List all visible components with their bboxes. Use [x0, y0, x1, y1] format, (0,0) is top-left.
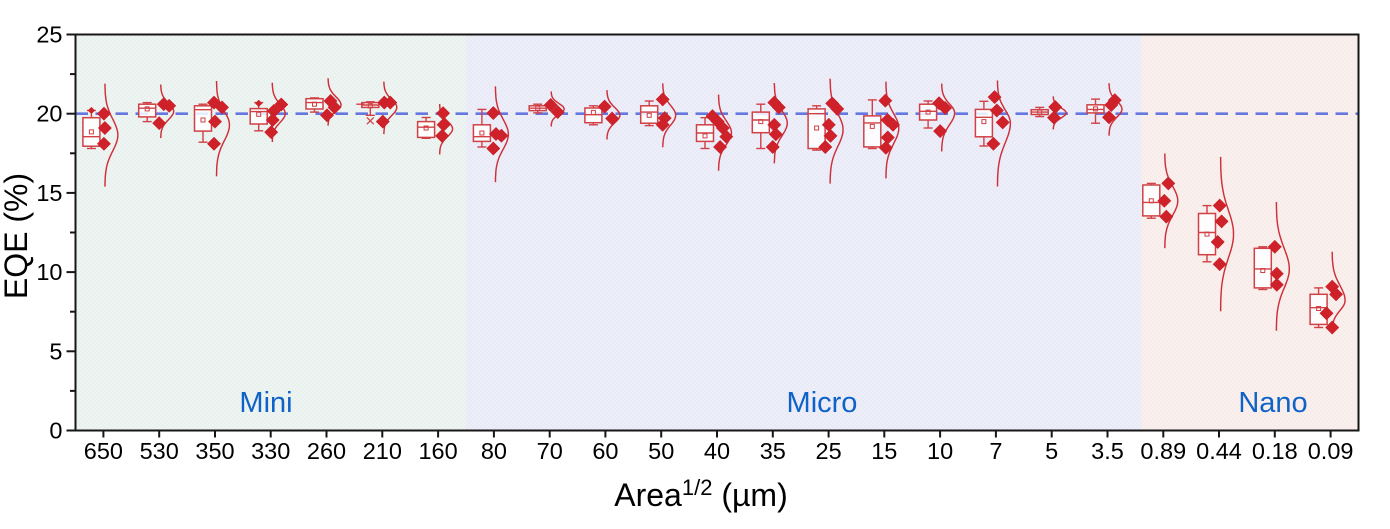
svg-text:80: 80 [481, 438, 507, 464]
svg-text:650: 650 [84, 438, 123, 464]
svg-text:10: 10 [36, 259, 62, 285]
svg-text:Micro: Micro [787, 387, 858, 419]
svg-text:60: 60 [592, 438, 618, 464]
svg-text:70: 70 [537, 438, 563, 464]
svg-text:330: 330 [251, 438, 290, 464]
svg-text:Area1/2 (µm): Area1/2 (µm) [614, 475, 787, 513]
svg-text:0.09: 0.09 [1308, 438, 1354, 464]
svg-text:10: 10 [927, 438, 953, 464]
svg-text:0: 0 [49, 418, 62, 444]
svg-text:5: 5 [49, 338, 62, 364]
svg-text:40: 40 [704, 438, 730, 464]
svg-text:260: 260 [307, 438, 346, 464]
svg-text:530: 530 [140, 438, 179, 464]
svg-text:25: 25 [36, 22, 62, 48]
svg-text:EQE (%): EQE (%) [0, 173, 34, 299]
svg-text:Mini: Mini [239, 387, 292, 419]
svg-text:7: 7 [989, 438, 1002, 464]
svg-text:3.5: 3.5 [1091, 438, 1124, 464]
svg-text:5: 5 [1045, 438, 1058, 464]
svg-text:0.89: 0.89 [1140, 438, 1186, 464]
svg-text:210: 210 [363, 438, 402, 464]
svg-text:25: 25 [816, 438, 842, 464]
svg-text:15: 15 [871, 438, 897, 464]
svg-text:50: 50 [648, 438, 674, 464]
svg-text:15: 15 [36, 180, 62, 206]
svg-text:35: 35 [760, 438, 786, 464]
svg-text:20: 20 [36, 101, 62, 127]
svg-text:350: 350 [195, 438, 234, 464]
svg-text:0.44: 0.44 [1196, 438, 1242, 464]
svg-text:Nano: Nano [1238, 387, 1307, 419]
svg-text:0.18: 0.18 [1252, 438, 1298, 464]
svg-text:160: 160 [418, 438, 457, 464]
